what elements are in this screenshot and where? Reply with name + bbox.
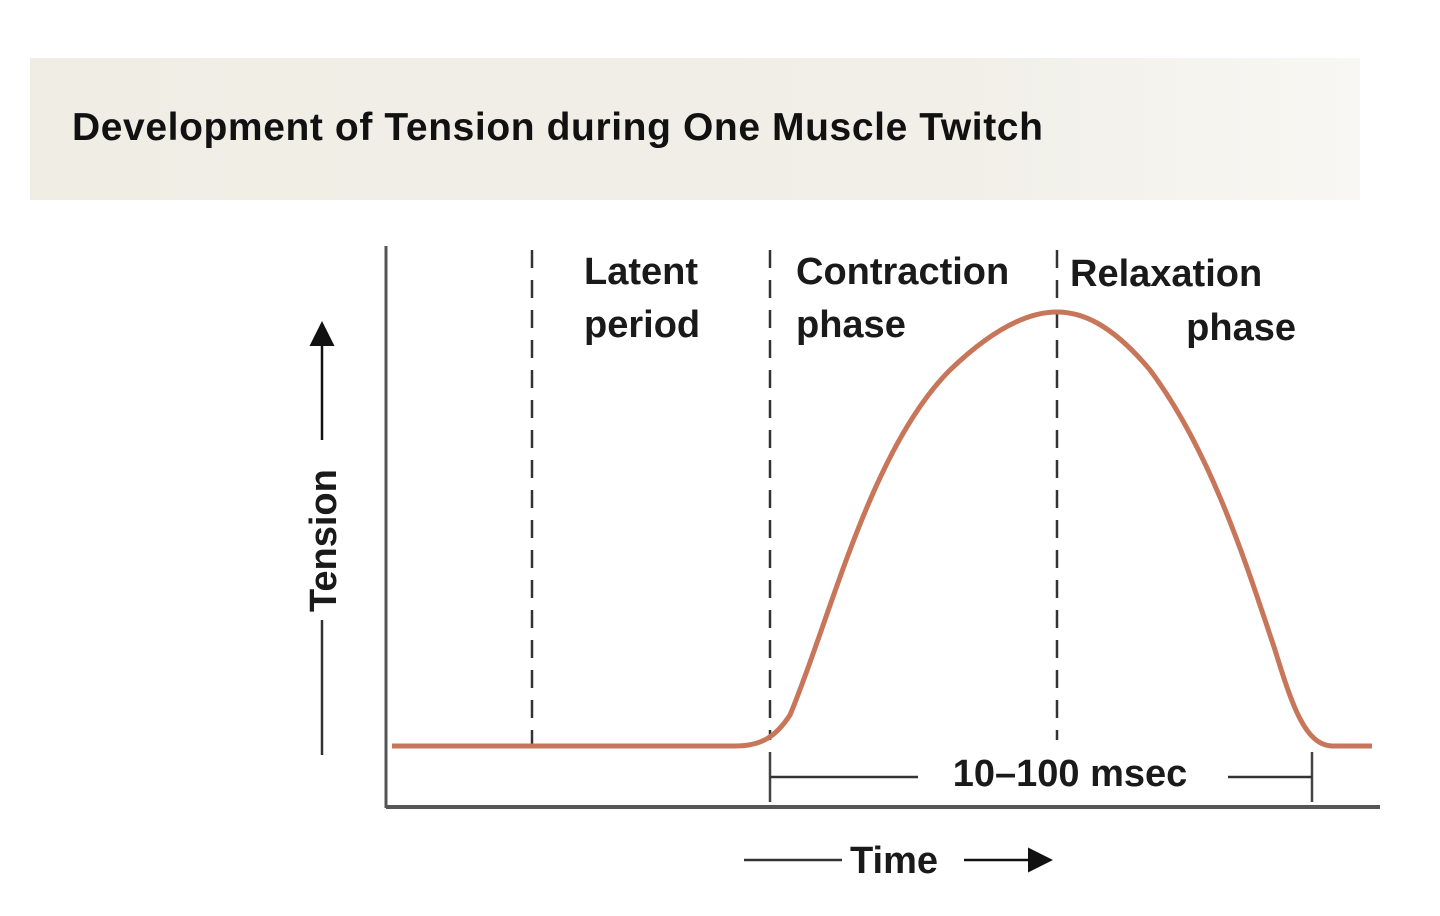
x-axis-label: Time (850, 840, 938, 882)
phase-label-relaxation-1: Relaxation (1070, 253, 1262, 295)
diagram-title: Development of Tension during One Muscle… (72, 106, 1044, 149)
phase-label-contraction-1: Contraction (796, 251, 1009, 293)
phase-label-contraction-2: phase (796, 304, 906, 346)
title-band (30, 58, 1360, 200)
phase-label-relaxation-2: phase (1186, 307, 1296, 349)
phase-label-latent-2: period (584, 304, 700, 346)
duration-label: 10–100 msec (953, 753, 1188, 795)
tension-curve (392, 309, 1372, 749)
phase-label-latent-1: Latent (584, 251, 698, 293)
y-axis-label: Tension (303, 469, 345, 612)
